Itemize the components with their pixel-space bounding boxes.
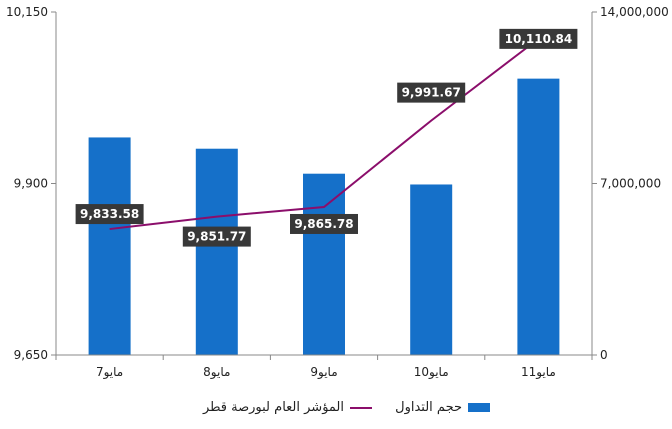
legend-volume-label: حجم التداول — [395, 400, 462, 415]
data-label-box — [290, 213, 358, 234]
data-label: 9,833.58 — [80, 207, 139, 221]
volume-bar — [410, 184, 453, 355]
category-label: مايو7 — [96, 365, 123, 380]
index-line-layer — [109, 38, 540, 231]
data-label: 9,851.77 — [187, 230, 246, 244]
legend: حجم التداول المؤشر العام لبورصة قطر — [0, 398, 672, 420]
legend-line-swatch — [350, 406, 372, 409]
volume-bar — [195, 148, 238, 355]
right-tick-label: 0 — [600, 348, 608, 362]
data-label: 9,991.67 — [402, 86, 461, 100]
data-label-box — [397, 82, 466, 103]
right-tick-label: 7,000,000 — [600, 177, 661, 191]
right-axis-ticks: 0 7,000,000 14,000,000 — [592, 5, 669, 362]
category-label: مايو10 — [414, 365, 449, 380]
chart: 9,650 9,900 10,150 0 7,000,000 14,000,000 ما… — [6, 5, 669, 380]
index-line — [109, 38, 540, 231]
data-label-box — [499, 28, 578, 49]
legend-index-label: المؤشر العام لبورصة قطر — [202, 400, 344, 415]
axes — [55, 12, 593, 356]
data-label: 9,865.78 — [294, 217, 353, 231]
left-tick-label: 10,150 — [6, 5, 48, 19]
left-tick-label: 9,650 — [14, 348, 48, 362]
data-label: 10,110.84 — [505, 32, 573, 46]
data-label-box — [75, 204, 144, 225]
legend-item-volume: حجم التداول — [395, 400, 490, 415]
category-label: مايو9 — [310, 365, 337, 380]
volume-bar — [303, 173, 345, 355]
left-tick-label: 9,900 — [14, 177, 48, 191]
data-labels: 9,833.58 9,851.77 9,865.78 9,991.67 10,110.8… — [75, 28, 578, 247]
left-axis-ticks: 9,650 9,900 10,150 — [6, 5, 56, 362]
category-label: مايو8 — [203, 365, 230, 380]
category-labels: مايو7 مايو8 مايو9 مايو10 مايو11 — [55, 355, 593, 380]
legend-item-index: المؤشر العام لبورصة قطر — [203, 400, 372, 415]
data-label-box — [182, 226, 251, 247]
volume-bar — [88, 137, 131, 355]
right-tick-label: 14,000,000 — [600, 5, 669, 19]
legend-bar-swatch — [468, 403, 490, 412]
volume-bar — [517, 78, 560, 355]
volume-bars — [88, 78, 560, 355]
category-label: مايو11 — [521, 365, 556, 380]
